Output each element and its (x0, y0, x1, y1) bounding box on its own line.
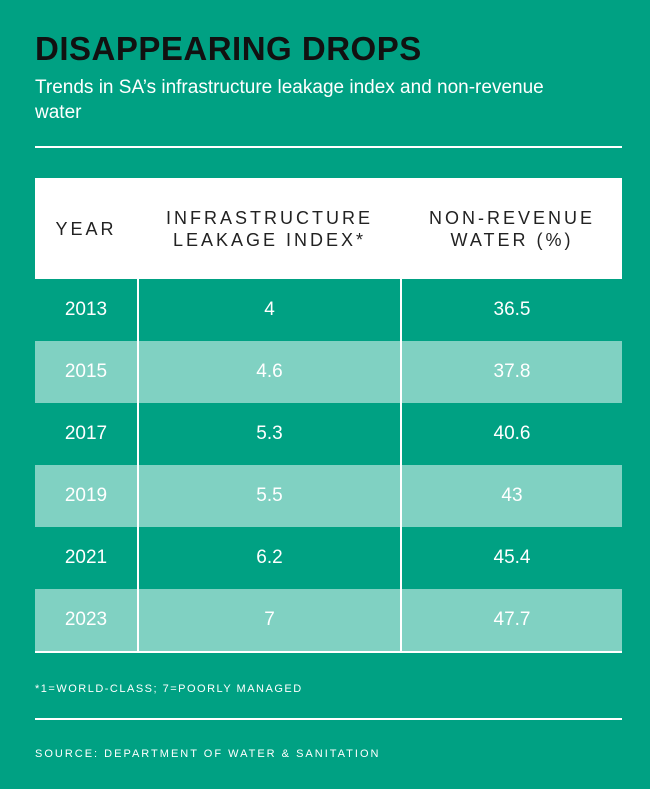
cell-year: 2013 (64, 299, 108, 320)
cell-year: 2017 (64, 423, 108, 444)
cell-non-revenue-water: 43 (501, 485, 523, 506)
cell-non-revenue-water: 40.6 (493, 423, 531, 444)
table-row: 2017 5.3 40.6 (35, 403, 622, 465)
cell-year: 2021 (64, 547, 108, 568)
cell-year: 2023 (64, 609, 108, 630)
cell-year: 2015 (64, 361, 108, 382)
table-body: 2013 4 36.5 2015 4.6 37.8 2017 5.3 40.6 2019 5.5 43… (35, 279, 622, 651)
table-row: 2019 5.5 43 (35, 465, 622, 527)
header-leakage-index: INFRASTRUCTURE LEAKAGE INDEX* (166, 207, 373, 250)
chart-title: DISAPPEARING DROPS (35, 30, 422, 67)
cell-non-revenue-water: 47.7 (493, 609, 531, 630)
footnote: *1=WORLD-CLASS; 7=POORLY MANAGED (35, 683, 303, 695)
header-year: YEAR (55, 218, 117, 239)
top-divider (35, 146, 622, 148)
cell-leakage-index: 5.5 (137, 465, 402, 527)
cell-year: 2019 (64, 485, 108, 506)
cell-leakage-index: 4.6 (137, 341, 402, 403)
header-non-revenue-water: NON-REVENUE WATER (%) (428, 207, 595, 250)
chart-subtitle: Trends in SA’s infrastructure leakage in… (35, 77, 544, 123)
table-row: 2021 6.2 45.4 (35, 527, 622, 589)
table-row: 2013 4 36.5 (35, 279, 622, 341)
source-note: SOURCE: DEPARTMENT OF WATER & SANITATION (35, 748, 381, 760)
cell-leakage-index: 5.3 (137, 403, 402, 465)
cell-leakage-index: 7 (137, 589, 402, 651)
cell-leakage-index: 4 (137, 279, 402, 341)
cell-non-revenue-water: 36.5 (493, 299, 531, 320)
bottom-divider (35, 718, 622, 720)
table-row: 2015 4.6 37.8 (35, 341, 622, 403)
data-table: YEAR INFRASTRUCTURE LEAKAGE INDEX* NON-R… (35, 178, 622, 653)
cell-non-revenue-water: 37.8 (493, 361, 531, 382)
cell-leakage-index: 6.2 (137, 527, 402, 589)
table-row: 2023 7 47.7 (35, 589, 622, 651)
table-header: YEAR INFRASTRUCTURE LEAKAGE INDEX* NON-R… (35, 178, 622, 279)
cell-non-revenue-water: 45.4 (493, 547, 531, 568)
table-bottom-border (35, 651, 622, 653)
